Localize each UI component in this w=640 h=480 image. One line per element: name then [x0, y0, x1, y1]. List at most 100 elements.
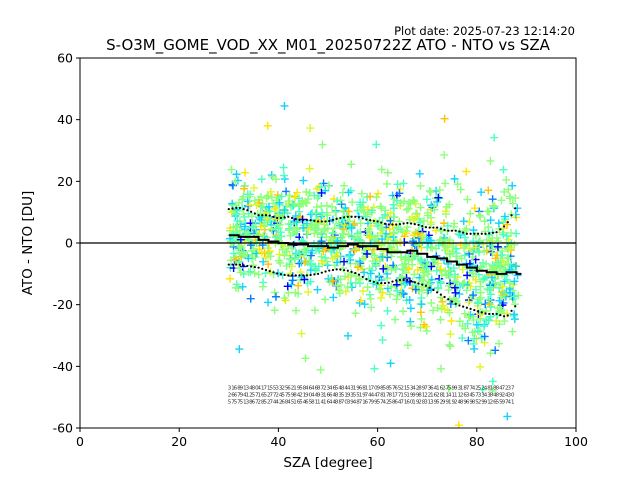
scatter-point: [367, 232, 376, 241]
series-point-lower: [465, 306, 468, 309]
scatter-point: [437, 364, 446, 373]
scatter-point: [416, 218, 425, 227]
count-label: 46: [311, 385, 318, 391]
series-point-upper: [428, 226, 431, 229]
count-label: 48: [353, 399, 360, 405]
scatter-point: [486, 290, 495, 299]
series-point-lower: [380, 281, 383, 285]
count-label: 31: [228, 385, 235, 391]
scatter-point: [410, 252, 419, 261]
count-label: 42: [275, 399, 282, 405]
scatter-point: [370, 364, 379, 373]
scatter-point: [484, 223, 493, 232]
scatter-point: [276, 228, 285, 237]
scatter-point: [249, 261, 258, 270]
scatter-point: [441, 179, 450, 188]
scatter-point: [482, 316, 491, 325]
count-label: 74: [269, 399, 276, 405]
scatter-point: [301, 354, 310, 363]
count-label: 24: [275, 392, 282, 398]
scatter-point: [294, 281, 303, 290]
scatter-point: [440, 150, 449, 159]
scatter-point: [508, 199, 517, 208]
count-label: 19: [406, 392, 413, 398]
scatter-point: [291, 288, 300, 297]
series-point-upper: [514, 207, 517, 210]
series-point-upper: [369, 219, 372, 222]
scatter-point: [465, 217, 474, 226]
count-label: 28: [418, 399, 425, 405]
count-label: 62: [287, 385, 294, 391]
scatter-point: [435, 186, 444, 195]
scatter-point: [356, 219, 365, 228]
count-label: 11: [442, 392, 449, 398]
series-point-upper: [331, 218, 335, 221]
scatter-point: [466, 209, 475, 218]
scatter-point: [378, 252, 387, 261]
count-label: 72: [502, 385, 509, 391]
scatter-point: [334, 219, 343, 228]
scatter-point: [478, 385, 487, 394]
scatter-point: [385, 244, 394, 253]
scatter-point: [449, 242, 458, 251]
series-point-lower: [406, 278, 409, 282]
scatter-point: [260, 221, 269, 230]
scatter-point: [398, 288, 407, 297]
scatter-point: [405, 295, 414, 304]
scatter-point: [424, 238, 433, 247]
scatter-point: [377, 293, 386, 302]
scatter-point: [344, 230, 353, 239]
series-point-upper: [506, 221, 509, 224]
scatter-point: [406, 304, 415, 313]
scatter-point: [458, 265, 467, 274]
y-tick-label: -20: [53, 297, 73, 312]
scatter-point: [248, 250, 257, 259]
series-point-lower: [361, 275, 364, 279]
count-label: 84: [293, 392, 300, 398]
scatter-point: [231, 253, 240, 262]
scatter-point: [508, 327, 517, 336]
scatter-point: [511, 262, 520, 271]
scatter-point: [324, 182, 333, 191]
scatter-point: [416, 308, 425, 317]
x-tick-label: 80: [469, 434, 485, 449]
series-point-lower: [391, 280, 394, 283]
series-point-upper: [339, 216, 342, 220]
count-label: 77: [394, 392, 401, 398]
x-tick-label: 60: [370, 434, 386, 449]
scatter-point: [250, 269, 259, 278]
scatter-point: [360, 300, 369, 309]
series-point-lower: [287, 274, 290, 277]
scatter-point: [240, 222, 249, 231]
series-point-lower: [499, 313, 502, 317]
series-point-upper: [272, 215, 275, 218]
scatter-point: [296, 268, 305, 277]
series-point-lower: [302, 274, 305, 277]
series-point-lower: [443, 295, 446, 299]
scatter-point: [269, 199, 278, 208]
scatter-point: [365, 233, 374, 242]
scatter-point: [266, 252, 275, 261]
scatter-point: [442, 270, 451, 279]
scatter-point: [492, 234, 501, 243]
scatter-point: [485, 285, 494, 294]
scatter-point: [252, 200, 261, 209]
scatter-point: [374, 271, 383, 280]
scatter-point: [500, 187, 509, 196]
scatter-point: [386, 243, 395, 252]
scatter-point: [383, 284, 392, 293]
count-label: 52: [436, 399, 443, 405]
scatter-point: [406, 317, 415, 326]
series-point-lower: [439, 293, 442, 296]
scatter-point: [470, 334, 479, 343]
scatter-point: [471, 231, 480, 240]
scatter-point: [463, 319, 472, 328]
count-label: 89: [496, 392, 503, 398]
series-point-upper: [238, 206, 242, 210]
y-tick-label: 60: [57, 51, 73, 66]
series-point-lower: [305, 274, 309, 277]
series-point-lower: [235, 263, 238, 266]
series-point-upper: [473, 232, 476, 235]
series-point-lower: [350, 270, 353, 274]
count-label: 15: [400, 392, 407, 398]
